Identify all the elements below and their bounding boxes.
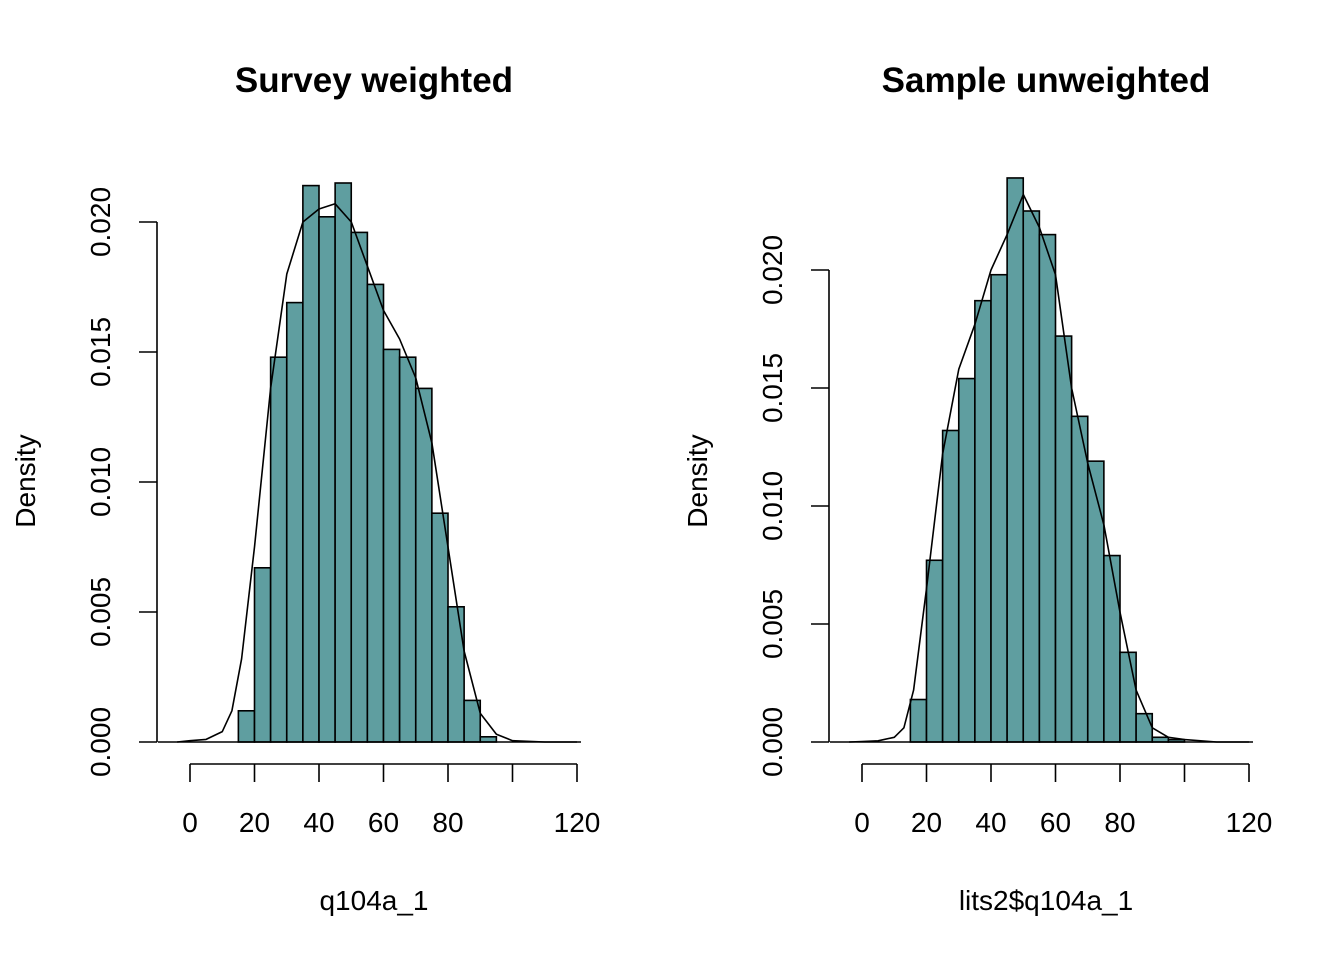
histogram-bar <box>1086 460 1105 743</box>
histogram-bar <box>285 301 304 743</box>
histogram-panel-sample-unweighted: Sample unweighted 0 20 40 60 80 120 0.000 0.005 0… <box>682 61 1272 916</box>
histogram-bar <box>447 605 465 743</box>
histogram-bar <box>366 283 385 743</box>
histogram-bar <box>1070 415 1089 743</box>
x-axis-label: lits2$q104a_1 <box>959 885 1133 916</box>
histogram-bar <box>431 512 449 743</box>
histogram-bar <box>941 429 960 743</box>
histogram-bar <box>1151 736 1170 743</box>
y-tick-label: 0.015 <box>85 317 116 387</box>
histogram-panel-survey-weighted: Survey weighted 0 20 40 60 80 120 0.000 0.005 0.0… <box>10 61 600 916</box>
x-tick-label: 60 <box>368 807 399 838</box>
histogram-bar <box>1103 554 1121 743</box>
x-tick-label: 0 <box>182 807 198 838</box>
histogram-bar <box>957 377 976 743</box>
histogram-bar <box>302 184 320 743</box>
y-axis-label: Density <box>682 434 713 527</box>
x-tick-label: 120 <box>554 807 601 838</box>
y-tick-label: 0.005 <box>85 577 116 647</box>
y-axis-label: Density <box>10 434 41 527</box>
x-tick-label: 40 <box>303 807 334 838</box>
y-tick-label: 0.015 <box>757 353 788 423</box>
histogram-bar <box>1022 210 1041 743</box>
histogram-bar <box>479 735 498 743</box>
histogram-bar <box>1135 712 1154 743</box>
histogram-bar <box>1119 651 1137 743</box>
x-tick-label: 20 <box>911 807 942 838</box>
x-tick-label: 120 <box>1226 807 1273 838</box>
y-tick-label: 0.020 <box>85 187 116 257</box>
histogram-bar <box>974 299 992 743</box>
x-tick-label: 60 <box>1040 807 1071 838</box>
histogram-bar <box>414 387 433 743</box>
histogram-bar <box>1006 177 1025 743</box>
density-curve <box>849 193 1249 743</box>
histogram-bar <box>334 182 353 743</box>
histogram-bar <box>925 559 944 743</box>
y-tick-label: 0.010 <box>85 447 116 517</box>
density-curve <box>177 203 577 743</box>
histogram-bar <box>237 709 256 743</box>
x-tick-label: 20 <box>239 807 270 838</box>
histogram-bar <box>1054 335 1073 743</box>
x-tick-label: 80 <box>432 807 463 838</box>
y-tick-label: 0.005 <box>757 589 788 659</box>
y-tick-label: 0.020 <box>757 235 788 305</box>
chart-title: Survey weighted <box>235 61 513 100</box>
histogram-bar <box>269 356 288 743</box>
x-tick-label: 40 <box>975 807 1006 838</box>
y-tick-label: 0.000 <box>757 707 788 777</box>
histogram-bar <box>990 273 1008 743</box>
y-tick-label: 0.000 <box>85 707 116 777</box>
histogram-bar <box>382 348 401 743</box>
histogram-bar <box>398 356 417 743</box>
x-tick-label: 0 <box>854 807 870 838</box>
x-axis-label: q104a_1 <box>319 885 428 916</box>
histogram-bar <box>318 216 336 743</box>
x-tick-label: 80 <box>1104 807 1135 838</box>
histogram-bar <box>253 566 272 743</box>
histogram-bar <box>350 231 369 743</box>
histogram-bar <box>1038 233 1057 743</box>
histogram-bar <box>909 698 928 743</box>
chart-title: Sample unweighted <box>882 61 1211 100</box>
y-tick-label: 0.010 <box>757 471 788 541</box>
